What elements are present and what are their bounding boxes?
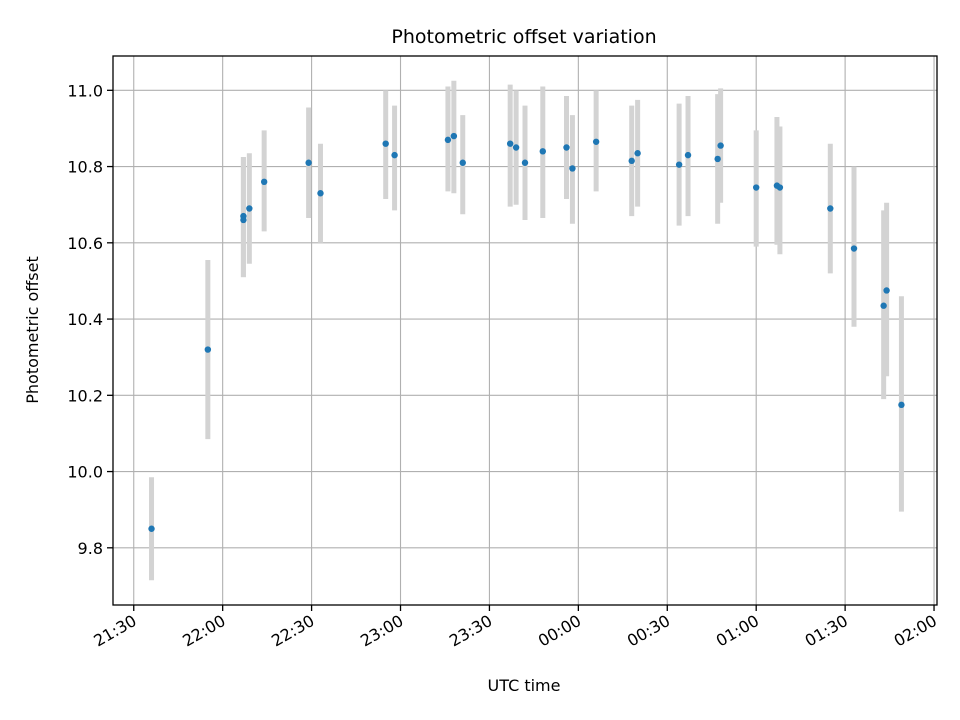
data-point (539, 148, 546, 155)
data-point (634, 150, 641, 157)
data-point (880, 302, 887, 309)
data-point (391, 151, 398, 159)
data-point (898, 401, 905, 409)
y-tick-label: 10.4 (67, 310, 103, 329)
y-axis-ticks: 9.8 10.0 10.2 10.4 10.6 10.8 11.0 (67, 81, 113, 558)
data-point (506, 140, 514, 147)
data-point (714, 155, 721, 163)
data-point (569, 165, 576, 172)
data-point (776, 184, 784, 191)
data-point (684, 151, 692, 159)
x-tick-label: 21:30 (90, 611, 139, 651)
x-tick-label: 22:00 (179, 611, 228, 651)
x-tick-label: 01:30 (802, 611, 851, 651)
data-point (628, 157, 635, 165)
data-point (752, 184, 760, 191)
data-point (317, 190, 324, 197)
x-tick-label: 23:30 (446, 611, 495, 651)
data-point (450, 132, 458, 140)
y-axis-label: Photometric offset (23, 256, 42, 404)
x-tick-label: 22:30 (268, 611, 317, 651)
data-point (521, 159, 529, 166)
data-point (592, 138, 600, 145)
chart-title: Photometric offset variation (391, 26, 656, 48)
data-point (459, 159, 466, 166)
data-point (382, 140, 389, 147)
y-tick-label: 10.0 (67, 463, 103, 482)
data-point (246, 205, 253, 212)
data-point (827, 205, 834, 212)
y-tick-label: 11.0 (67, 81, 103, 100)
data-point (717, 142, 724, 149)
x-axis-label: UTC time (488, 676, 561, 695)
x-tick-label: 23:00 (357, 611, 406, 651)
data-point (240, 216, 247, 224)
data-point (512, 144, 520, 151)
data-point (883, 287, 890, 294)
error-bars (149, 80, 904, 581)
grid-lines (113, 56, 937, 605)
data-point (148, 525, 155, 532)
x-tick-label: 00:30 (624, 611, 673, 651)
data-point (850, 245, 858, 252)
y-tick-label: 10.6 (67, 234, 103, 253)
data-point (444, 136, 452, 144)
y-tick-label: 10.2 (67, 386, 103, 405)
y-tick-label: 10.8 (67, 158, 103, 177)
plot-frame (112, 55, 938, 606)
data-point (204, 346, 212, 353)
data-point (563, 144, 570, 151)
x-tick-label: 00:00 (535, 611, 584, 651)
x-axis-ticks: 21:30 22:00 22:30 23:00 23:30 00:00 00:30 01:00… (90, 605, 940, 651)
data-points (148, 132, 905, 532)
data-point (305, 159, 312, 166)
data-point (260, 178, 268, 186)
x-tick-label: 01:00 (713, 611, 762, 651)
x-tick-label: 02:00 (891, 611, 940, 651)
data-point (675, 161, 683, 168)
y-tick-label: 9.8 (78, 539, 103, 558)
